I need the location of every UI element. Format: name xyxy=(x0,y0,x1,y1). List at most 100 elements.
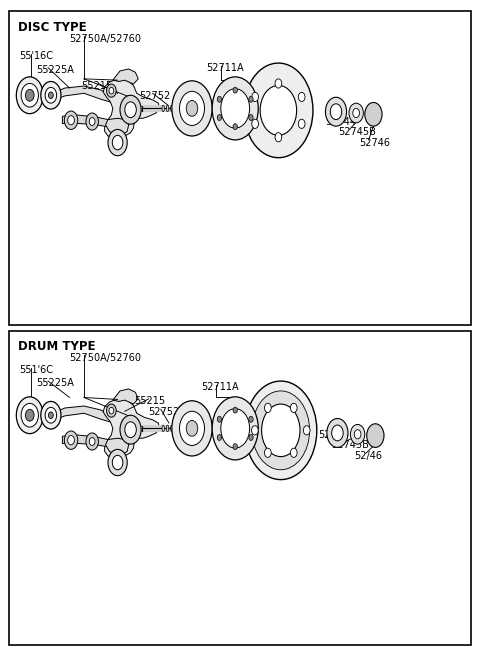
Polygon shape xyxy=(113,389,138,404)
Circle shape xyxy=(233,443,237,449)
Ellipse shape xyxy=(175,105,178,112)
Text: 52711A: 52711A xyxy=(202,382,239,392)
Circle shape xyxy=(107,84,116,97)
Ellipse shape xyxy=(180,105,181,112)
Circle shape xyxy=(172,81,212,136)
Text: 52752: 52752 xyxy=(139,91,170,101)
Circle shape xyxy=(48,412,53,419)
Text: 55215: 55215 xyxy=(82,81,113,91)
Circle shape xyxy=(45,87,57,103)
Circle shape xyxy=(64,431,78,449)
Text: 58411D: 58411D xyxy=(273,106,311,116)
Circle shape xyxy=(244,63,313,158)
Circle shape xyxy=(262,404,300,457)
Text: 52744: 52744 xyxy=(325,117,357,127)
Text: 52752: 52752 xyxy=(148,407,179,417)
Circle shape xyxy=(353,108,360,118)
Circle shape xyxy=(217,434,222,440)
Ellipse shape xyxy=(162,425,164,432)
Circle shape xyxy=(298,93,305,102)
Circle shape xyxy=(327,419,348,447)
Circle shape xyxy=(41,401,61,429)
Ellipse shape xyxy=(162,105,164,112)
Text: DRUM TYPE: DRUM TYPE xyxy=(18,340,96,353)
Circle shape xyxy=(112,455,123,470)
Circle shape xyxy=(249,97,253,102)
Circle shape xyxy=(89,118,95,125)
Text: 52744: 52744 xyxy=(318,430,349,440)
Circle shape xyxy=(233,407,237,413)
Circle shape xyxy=(109,407,114,414)
Circle shape xyxy=(180,91,204,125)
Circle shape xyxy=(48,92,53,99)
Circle shape xyxy=(245,381,317,480)
Circle shape xyxy=(64,111,78,129)
Text: 55225A: 55225A xyxy=(36,378,74,388)
Circle shape xyxy=(233,87,237,93)
Circle shape xyxy=(212,77,258,140)
Text: 52746: 52746 xyxy=(359,138,390,148)
Circle shape xyxy=(172,401,212,456)
Circle shape xyxy=(109,87,114,94)
Ellipse shape xyxy=(366,106,381,122)
Bar xyxy=(9,11,471,325)
Circle shape xyxy=(21,83,38,107)
Circle shape xyxy=(125,422,136,438)
Ellipse shape xyxy=(175,425,178,432)
Polygon shape xyxy=(53,86,116,103)
Circle shape xyxy=(89,438,95,445)
Circle shape xyxy=(217,97,222,102)
Circle shape xyxy=(275,133,282,142)
Circle shape xyxy=(354,430,361,439)
Circle shape xyxy=(350,424,365,444)
Polygon shape xyxy=(62,115,109,127)
Circle shape xyxy=(249,417,253,422)
Bar xyxy=(9,331,471,645)
Circle shape xyxy=(233,124,237,129)
Ellipse shape xyxy=(184,425,186,432)
Text: 52711A: 52711A xyxy=(206,63,244,73)
Circle shape xyxy=(252,391,310,470)
Ellipse shape xyxy=(171,105,173,112)
Circle shape xyxy=(252,426,258,435)
Circle shape xyxy=(217,114,222,120)
Circle shape xyxy=(330,104,342,120)
Text: 55225A: 55225A xyxy=(36,65,74,75)
Circle shape xyxy=(86,433,98,450)
Text: 52/46: 52/46 xyxy=(354,451,382,461)
Text: 58411C: 58411C xyxy=(270,419,307,429)
Circle shape xyxy=(249,434,253,440)
Circle shape xyxy=(298,119,305,128)
Circle shape xyxy=(186,101,198,116)
Polygon shape xyxy=(103,399,159,458)
Circle shape xyxy=(290,448,297,457)
Circle shape xyxy=(41,81,61,109)
Circle shape xyxy=(260,85,297,135)
Text: 551'6C: 551'6C xyxy=(19,365,53,375)
Circle shape xyxy=(325,97,347,126)
Circle shape xyxy=(290,403,297,413)
Circle shape xyxy=(108,449,127,476)
Circle shape xyxy=(120,415,141,444)
Circle shape xyxy=(125,102,136,118)
Circle shape xyxy=(365,102,382,126)
Ellipse shape xyxy=(184,105,186,112)
Polygon shape xyxy=(53,406,116,423)
Circle shape xyxy=(25,409,34,421)
Circle shape xyxy=(221,89,250,128)
Circle shape xyxy=(212,397,258,460)
Text: 52750A/52760: 52750A/52760 xyxy=(70,34,142,44)
Circle shape xyxy=(112,135,123,150)
Polygon shape xyxy=(103,79,159,138)
Circle shape xyxy=(16,397,43,434)
Circle shape xyxy=(332,425,343,441)
Circle shape xyxy=(249,114,253,120)
Circle shape xyxy=(186,420,198,436)
Circle shape xyxy=(25,89,34,101)
Ellipse shape xyxy=(368,428,383,443)
Circle shape xyxy=(68,436,74,445)
Ellipse shape xyxy=(167,105,169,112)
Ellipse shape xyxy=(180,425,181,432)
Text: 52745B: 52745B xyxy=(331,440,369,450)
Text: 52750A/52760: 52750A/52760 xyxy=(70,353,142,363)
